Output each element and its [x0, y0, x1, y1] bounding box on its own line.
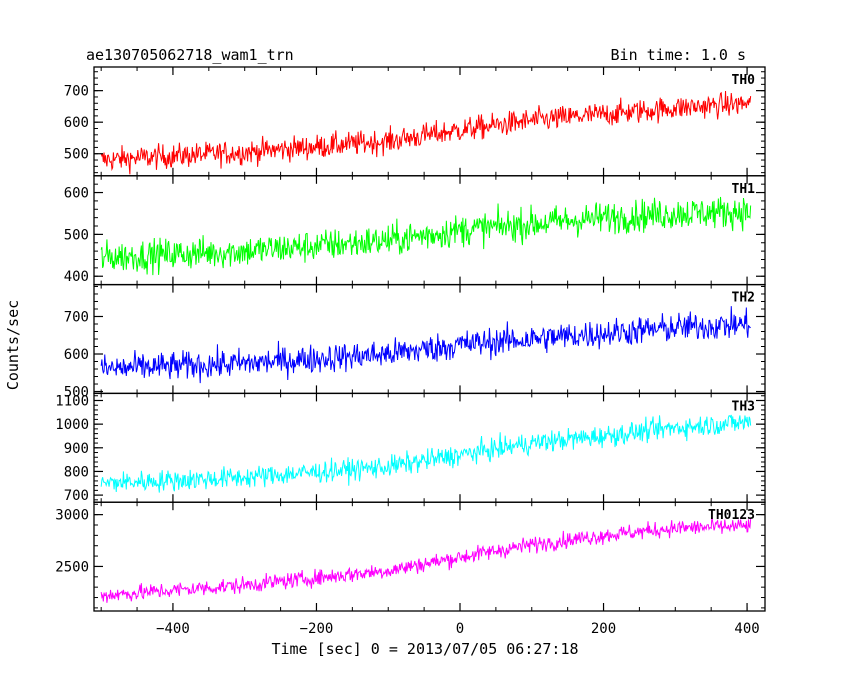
- x-tick-label: 400: [734, 621, 759, 637]
- x-axis-label: Time [sec] 0 = 2013/07/05 06:27:18: [271, 640, 578, 658]
- x-tick-label: −200: [300, 621, 334, 637]
- bin-time-label: Bin time: 1.0 s: [611, 46, 746, 64]
- series-line-th2: [100, 306, 751, 384]
- panel-frame: [93, 501, 766, 612]
- y-tick-label: 2500: [55, 559, 89, 575]
- y-tick-label: 600: [64, 115, 89, 131]
- panel-label-th0: TH0: [732, 73, 756, 88]
- panel-th3: 700 800 900 1000 1100 TH3: [55, 392, 766, 504]
- x-tick-label: 0: [456, 621, 464, 637]
- panel-th1: 400 500 600 TH1: [64, 175, 766, 286]
- y-tick-label: 700: [64, 309, 89, 325]
- y-tick-label: 700: [64, 84, 89, 100]
- panel-label-th2: TH2: [732, 291, 755, 306]
- series-line-th1: [100, 196, 752, 276]
- series-line-th0123: [100, 516, 752, 603]
- y-tick-label: 3000: [55, 508, 89, 524]
- y-tick-label: 400: [64, 269, 89, 285]
- panel-label-th3: TH3: [732, 399, 755, 414]
- chart-title: ae130705062718_wam1_trn: [86, 46, 294, 64]
- y-tick-label: 500: [64, 227, 89, 243]
- panel-group: 500 600 700 TH0 400 500 600 TH1 500 600 700 TH2 700 8…: [55, 66, 766, 637]
- y-tick-label: 600: [64, 347, 89, 363]
- y-tick-label: 1000: [55, 417, 89, 433]
- y-tick-label: 1100: [55, 393, 89, 409]
- y-tick-label: 700: [64, 488, 89, 504]
- y-axis-label: Counts/sec: [4, 300, 22, 390]
- panel-th0123: 2500 3000 TH0123: [55, 501, 766, 612]
- panel-label-th0123: TH0123: [708, 508, 755, 523]
- series-line-th0: [100, 90, 752, 175]
- panel-th2: 500 600 700 TH2: [64, 283, 766, 401]
- series-line-th3: [100, 414, 752, 493]
- y-tick-label: 600: [64, 186, 89, 202]
- y-tick-label: 900: [64, 441, 89, 457]
- y-tick-label: 500: [64, 385, 89, 401]
- y-tick-label: 800: [64, 464, 89, 480]
- panel-label-th1: TH1: [732, 182, 756, 197]
- panel-th0: 500 600 700 TH0: [64, 66, 766, 177]
- x-tick-label: 200: [591, 621, 616, 637]
- panel-frame: [93, 283, 766, 395]
- x-tick-label: −400: [156, 621, 190, 637]
- y-tick-label: 500: [64, 147, 89, 163]
